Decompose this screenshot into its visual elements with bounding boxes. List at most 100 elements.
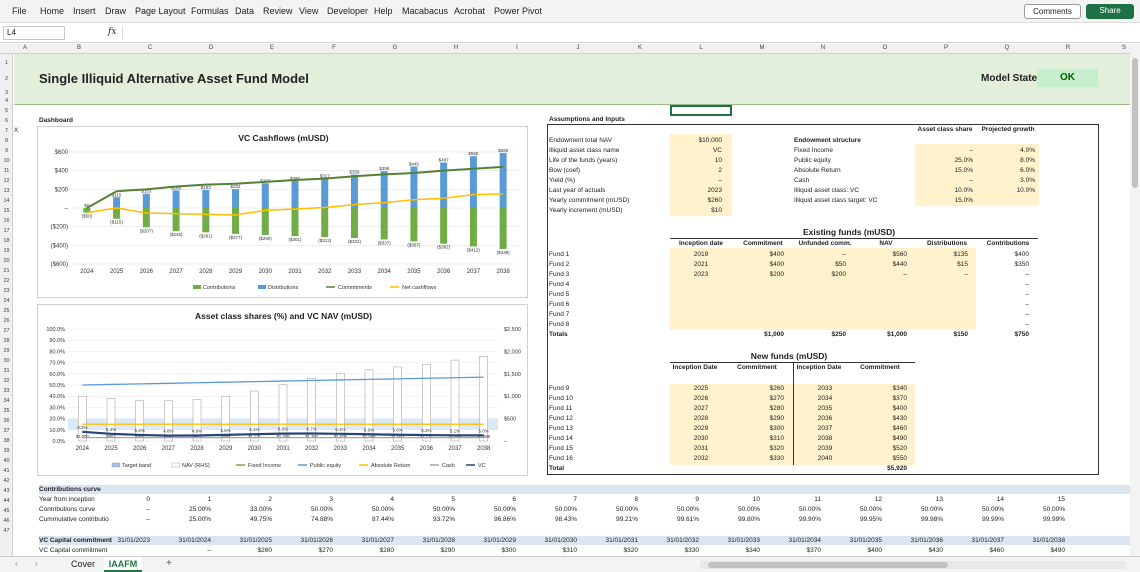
row-header-19[interactable]: 19: [3, 248, 10, 254]
formula-input[interactable]: [122, 26, 1127, 40]
row-header-38[interactable]: 38: [3, 438, 10, 444]
col-header-E[interactable]: E: [269, 45, 274, 51]
col-header-B[interactable]: B: [76, 45, 81, 51]
row-header-28[interactable]: 28: [3, 338, 10, 344]
assumptions-heading: Assumptions and Inputs: [549, 116, 625, 123]
col-header-H[interactable]: H: [453, 45, 459, 51]
row-header-41[interactable]: 41: [3, 468, 10, 474]
curve-year: 2: [268, 496, 272, 503]
row-header-12[interactable]: 12: [3, 178, 10, 184]
x-tick-label: 2038: [477, 446, 491, 452]
row-header-5[interactable]: 5: [4, 108, 9, 114]
col-header-N[interactable]: N: [820, 45, 826, 51]
fx-icon[interactable]: fx: [108, 27, 117, 37]
row-header-10[interactable]: 10: [3, 158, 10, 164]
col-header-D[interactable]: D: [208, 45, 214, 51]
tab-iaafm[interactable]: IAAFM: [104, 557, 142, 572]
col-header-L[interactable]: L: [699, 45, 703, 51]
horizontal-scrollbar[interactable]: [700, 561, 1125, 569]
row-header-17[interactable]: 17: [3, 228, 10, 234]
row-header-21[interactable]: 21: [3, 268, 10, 274]
add-sheet-icon[interactable]: +: [166, 558, 172, 569]
row-header-47[interactable]: 47: [3, 528, 10, 534]
row-header-8[interactable]: 8: [4, 138, 9, 144]
commit-value: $430: [928, 547, 943, 554]
name-box[interactable]: L4: [3, 26, 65, 40]
row-header-1[interactable]: 1: [4, 60, 9, 66]
vc-data-label: 8.2%: [77, 425, 87, 430]
vertical-scrollbar[interactable]: [1130, 44, 1140, 556]
comments-button[interactable]: Comments: [1024, 4, 1081, 19]
row-header-20[interactable]: 20: [3, 258, 10, 264]
assumptions-frame: [547, 124, 1099, 475]
row-header-34[interactable]: 34: [3, 398, 10, 404]
col-header-O[interactable]: O: [882, 45, 888, 51]
row-header-23[interactable]: 23: [3, 288, 10, 294]
row-header-31[interactable]: 31: [3, 368, 10, 374]
row-header-37[interactable]: 37: [3, 428, 10, 434]
asset-shares-chart[interactable]: Asset class shares (%) and VC NAV (mUSD)…: [37, 304, 528, 476]
col-header-S[interactable]: S: [1121, 45, 1126, 51]
row-header-33[interactable]: 33: [3, 388, 10, 394]
col-header-R[interactable]: R: [1065, 45, 1071, 51]
row-header-14[interactable]: 14: [3, 198, 10, 204]
row-header-36[interactable]: 36: [3, 418, 10, 424]
col-header-F[interactable]: F: [332, 45, 336, 51]
col-header-K[interactable]: K: [637, 45, 642, 51]
vc-data-label: 5.6%: [393, 428, 403, 433]
col-header-C[interactable]: C: [147, 45, 153, 51]
row-header-45[interactable]: 45: [3, 508, 10, 514]
new-cell: $430: [892, 415, 907, 422]
row-header-9[interactable]: 9: [4, 148, 9, 154]
row-header-32[interactable]: 32: [3, 378, 10, 384]
share-button[interactable]: Share: [1086, 4, 1134, 19]
assumption-value: –: [718, 177, 722, 184]
row-header-35[interactable]: 35: [3, 408, 10, 414]
row-header-11[interactable]: 11: [3, 168, 10, 174]
prev-sheet-icon[interactable]: ‹: [15, 559, 18, 568]
selected-cell[interactable]: [670, 105, 732, 116]
row-header-42[interactable]: 42: [3, 478, 10, 484]
row-header-16[interactable]: 16: [3, 218, 10, 224]
chart-title: Asset class shares (%) and VC NAV (mUSD): [195, 311, 372, 321]
row-header-4[interactable]: 4: [4, 98, 9, 104]
cashflows-chart[interactable]: VC Cashflows (mUSD) $600 $400 $200 – ($200) (…: [37, 126, 528, 298]
row-header-6[interactable]: 6: [4, 118, 9, 124]
distributions-bar: [469, 156, 477, 208]
col-header-Q[interactable]: Q: [1004, 45, 1010, 51]
y-left-tick-label: 30.0%: [49, 405, 65, 411]
row-header-27[interactable]: 27: [3, 328, 10, 334]
existing-cell: –: [1025, 281, 1029, 288]
scroll-thumb[interactable]: [1132, 58, 1138, 188]
col-header-J[interactable]: J: [576, 45, 580, 51]
row-header-30[interactable]: 30: [3, 358, 10, 364]
row-header-13[interactable]: 13: [3, 188, 10, 194]
row-header-2[interactable]: 2: [4, 76, 9, 82]
legend-swatch: [258, 285, 266, 289]
col-header-G[interactable]: G: [392, 45, 398, 51]
row-header-7[interactable]: 7: [4, 128, 9, 134]
row-header-24[interactable]: 24: [3, 298, 10, 304]
row-header-25[interactable]: 25: [3, 308, 10, 314]
row-header-3[interactable]: 3: [4, 90, 9, 96]
row-header-26[interactable]: 26: [3, 318, 10, 324]
tab-cover[interactable]: Cover: [62, 557, 104, 572]
row-header-39[interactable]: 39: [3, 448, 10, 454]
col-header-P[interactable]: P: [943, 45, 948, 51]
col-header-A[interactable]: A: [22, 45, 27, 51]
distribution-data-label: $193: [201, 185, 212, 190]
col-header-M[interactable]: M: [759, 45, 765, 51]
row-header-22[interactable]: 22: [3, 278, 10, 284]
row-header-43[interactable]: 43: [3, 488, 10, 494]
row-header-44[interactable]: 44: [3, 498, 10, 504]
worksheet-grid[interactable]: Single Illiquid Alternative Asset Fund M…: [14, 54, 1130, 556]
row-header-29[interactable]: 29: [3, 348, 10, 354]
next-sheet-icon[interactable]: ›: [35, 559, 38, 568]
row-header-40[interactable]: 40: [3, 458, 10, 464]
hscroll-thumb[interactable]: [708, 562, 948, 568]
row-header-15[interactable]: 15: [3, 208, 10, 214]
col-header-I[interactable]: I: [516, 45, 518, 51]
legend-label: Absolute Return: [371, 463, 410, 469]
row-header-46[interactable]: 46: [3, 518, 10, 524]
row-header-18[interactable]: 18: [3, 238, 10, 244]
